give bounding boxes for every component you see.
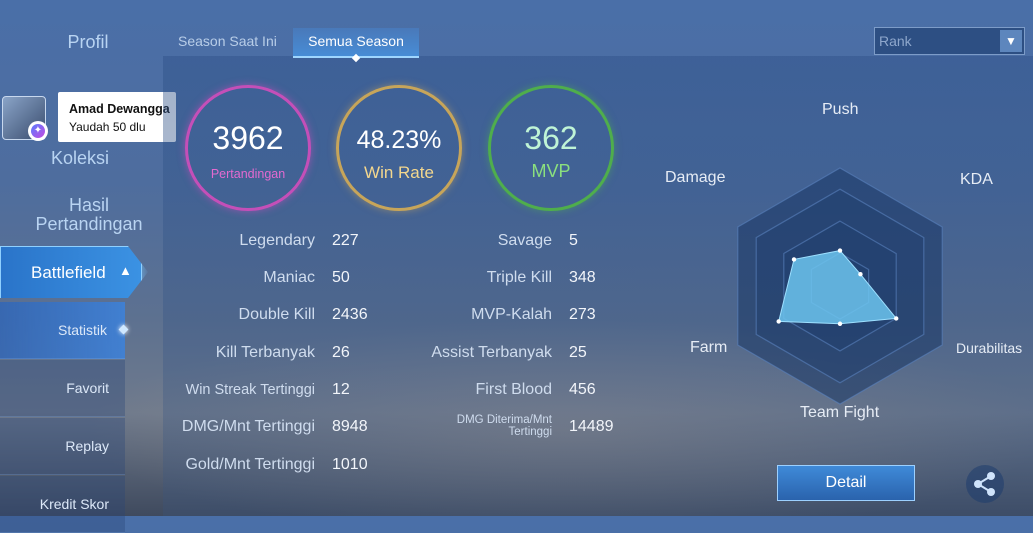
notification-sender: Amad Dewangga bbox=[69, 102, 170, 116]
chevron-up-icon: ▲ bbox=[119, 263, 132, 278]
chat-notification[interactable]: Amad Dewangga Yaudah 50 dlu bbox=[58, 92, 176, 142]
stat-value: 1010 bbox=[332, 456, 368, 473]
stat-value: 25 bbox=[569, 344, 587, 361]
win-rate-circle: 48.23% Win Rate bbox=[336, 85, 462, 211]
sub-item-favorit[interactable]: Favorit bbox=[0, 360, 125, 417]
messenger-icon: ✦ bbox=[31, 124, 45, 138]
nav-hasil-line2: Pertandingan bbox=[35, 214, 143, 234]
tab-semua-season[interactable]: Semua Season bbox=[293, 28, 419, 63]
sub-item-label: Kredit Skor bbox=[39, 496, 109, 512]
stat-label-line2: Tertinggi bbox=[508, 426, 552, 438]
mvp-value: 362 bbox=[524, 120, 578, 156]
radar-point bbox=[837, 321, 843, 326]
share-button[interactable] bbox=[966, 465, 1004, 503]
stat-label: MVP-Kalah bbox=[471, 306, 552, 323]
stat-label: Triple Kill bbox=[486, 269, 552, 286]
stat-label: DMG Diterima/Mnt Tertinggi bbox=[457, 414, 552, 438]
stat-value: 273 bbox=[569, 306, 596, 323]
sub-item-label: Replay bbox=[65, 438, 109, 454]
stat-value: 50 bbox=[332, 269, 350, 286]
performance-radar-chart bbox=[737, 167, 943, 405]
stat-label: Maniac bbox=[263, 269, 315, 286]
stat-value: 8948 bbox=[332, 418, 368, 435]
matches-value: 3962 bbox=[212, 120, 284, 156]
stat-value: 348 bbox=[569, 269, 596, 286]
stat-label: Kill Terbanyak bbox=[215, 344, 315, 361]
stat-label: DMG/Mnt Tertinggi bbox=[181, 418, 315, 435]
stat-value: 227 bbox=[332, 232, 359, 249]
radar-point bbox=[894, 316, 899, 321]
stat-value: 12 bbox=[332, 381, 350, 398]
stat-label: Gold/Mnt Tertinggi bbox=[185, 456, 315, 473]
radar-point bbox=[791, 257, 797, 262]
stat-value: 14489 bbox=[569, 418, 614, 435]
nav-koleksi[interactable]: Koleksi bbox=[50, 148, 110, 168]
sub-item-label: Favorit bbox=[66, 380, 109, 396]
mvp-label: MVP bbox=[531, 161, 571, 181]
radar-point bbox=[837, 248, 843, 253]
radar-point bbox=[776, 319, 781, 324]
nav-battlefield[interactable]: Battlefield ▲ bbox=[0, 246, 142, 298]
stat-label: Savage bbox=[497, 232, 552, 249]
dropdown-value: Rank bbox=[879, 33, 912, 49]
matches-label: Pertandingan bbox=[210, 167, 286, 181]
stat-label: Legendary bbox=[239, 232, 315, 249]
radar-points bbox=[776, 248, 899, 326]
stat-value: 26 bbox=[332, 344, 350, 361]
stat-label: First Blood bbox=[475, 381, 552, 398]
mvp-circle: 362 MVP bbox=[488, 85, 614, 211]
stat-value: 5 bbox=[569, 232, 578, 249]
matches-circle: 3962 Pertandingan bbox=[185, 85, 311, 211]
nav-profil[interactable]: Profil bbox=[67, 32, 109, 52]
tab-season-saat-ini[interactable]: Season Saat Ini bbox=[178, 33, 277, 49]
share-icon bbox=[974, 472, 995, 496]
radar-label-farm: Farm bbox=[690, 339, 728, 356]
radar-label-damage: Damage bbox=[665, 169, 726, 186]
notification-message: Yaudah 50 dlu bbox=[69, 120, 146, 134]
stat-value: 2436 bbox=[332, 306, 368, 323]
tab-label: Semua Season bbox=[308, 33, 404, 49]
sub-item-statistik[interactable]: Statistik bbox=[0, 302, 129, 359]
active-indicator-icon bbox=[118, 324, 129, 335]
radar-label-durabilitas: Durabilitas bbox=[956, 340, 1023, 356]
win-rate-label: Win Rate bbox=[364, 163, 434, 182]
detail-button[interactable]: Detail bbox=[777, 465, 915, 501]
radar-label-team-fight: Team Fight bbox=[800, 404, 880, 421]
mode-dropdown[interactable]: Rank ▼ bbox=[874, 27, 1025, 55]
nav-hasil-pertandingan[interactable]: Hasil Pertandingan bbox=[0, 196, 178, 234]
sub-item-replay[interactable]: Replay bbox=[0, 418, 125, 475]
sub-item-kredit-skor[interactable]: Kredit Skor bbox=[0, 476, 125, 533]
chevron-down-icon[interactable]: ▼ bbox=[1000, 30, 1022, 52]
radar-label-push: Push bbox=[822, 101, 859, 118]
stat-label: Double Kill bbox=[238, 306, 315, 323]
stat-label: Win Streak Tertinggi bbox=[185, 382, 315, 398]
radar-point bbox=[858, 272, 863, 277]
sub-item-label: Statistik bbox=[57, 322, 107, 338]
stat-label: Assist Terbanyak bbox=[431, 344, 552, 361]
win-rate-value: 48.23% bbox=[356, 126, 442, 154]
radar-label-kda: KDA bbox=[960, 171, 993, 188]
stat-label-line1: DMG Diterima/Mnt bbox=[456, 414, 552, 426]
nav-hasil-line1: Hasil bbox=[68, 195, 109, 215]
messenger-badge: ✦ bbox=[28, 121, 48, 141]
nav-battlefield-label: Battlefield bbox=[31, 263, 106, 282]
stat-value: 456 bbox=[569, 381, 596, 398]
left-nav: Profil Koleksi Hasil Pertandingan Battle… bbox=[0, 0, 150, 533]
